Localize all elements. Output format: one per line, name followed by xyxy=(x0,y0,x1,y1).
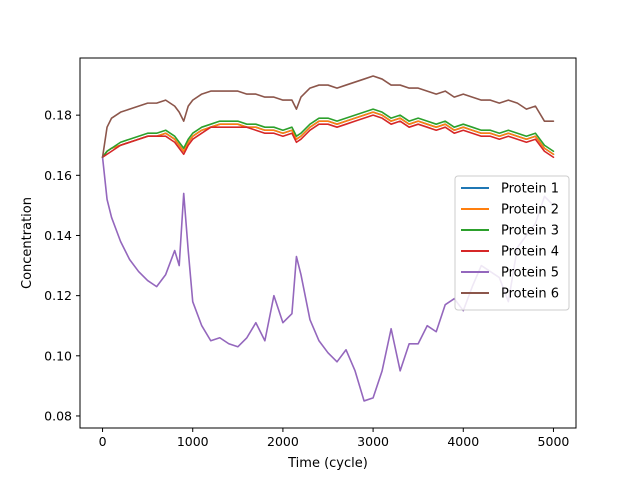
y-tick-label: 0.16 xyxy=(44,168,72,183)
y-axis: 0.08 0.10 0.12 0.14 0.16 0.18 xyxy=(44,108,80,423)
x-tick-label: 0 xyxy=(99,434,107,449)
y-tick-label: 0.12 xyxy=(44,288,72,303)
y-tick-label: 0.08 xyxy=(44,408,72,423)
x-tick-label: 2000 xyxy=(267,434,299,449)
series-line-protein-2 xyxy=(101,111,555,159)
legend-label: Protein 5 xyxy=(501,266,559,281)
legend-label: Protein 3 xyxy=(501,224,559,239)
x-tick-label: 1000 xyxy=(177,434,209,449)
plot-frame xyxy=(79,57,577,429)
legend: Protein 1 Protein 2 Protein 3 Protein 4 Prot… xyxy=(454,175,570,311)
legend-label: Protein 2 xyxy=(501,203,559,218)
legend-label: Protein 6 xyxy=(501,287,559,302)
legend-label: Protein 1 xyxy=(501,182,559,197)
x-axis: 0 1000 2000 3000 4000 5000 xyxy=(99,428,570,449)
y-tick-label: 0.14 xyxy=(44,228,72,243)
x-tick-label: 4000 xyxy=(447,434,479,449)
y-axis-title: Concentration xyxy=(20,197,35,289)
y-tick-label: 0.10 xyxy=(44,348,72,363)
x-tick-label: 5000 xyxy=(538,434,570,449)
series-line-protein-3 xyxy=(101,108,555,159)
series-layer xyxy=(101,75,555,402)
y-tick-label: 0.18 xyxy=(44,108,72,123)
legend-label: Protein 4 xyxy=(501,245,559,260)
series-line-protein-4 xyxy=(101,114,555,159)
x-tick-label: 3000 xyxy=(357,434,389,449)
series-line-protein-6 xyxy=(101,75,555,159)
x-axis-title: Time (cycle) xyxy=(287,456,368,471)
